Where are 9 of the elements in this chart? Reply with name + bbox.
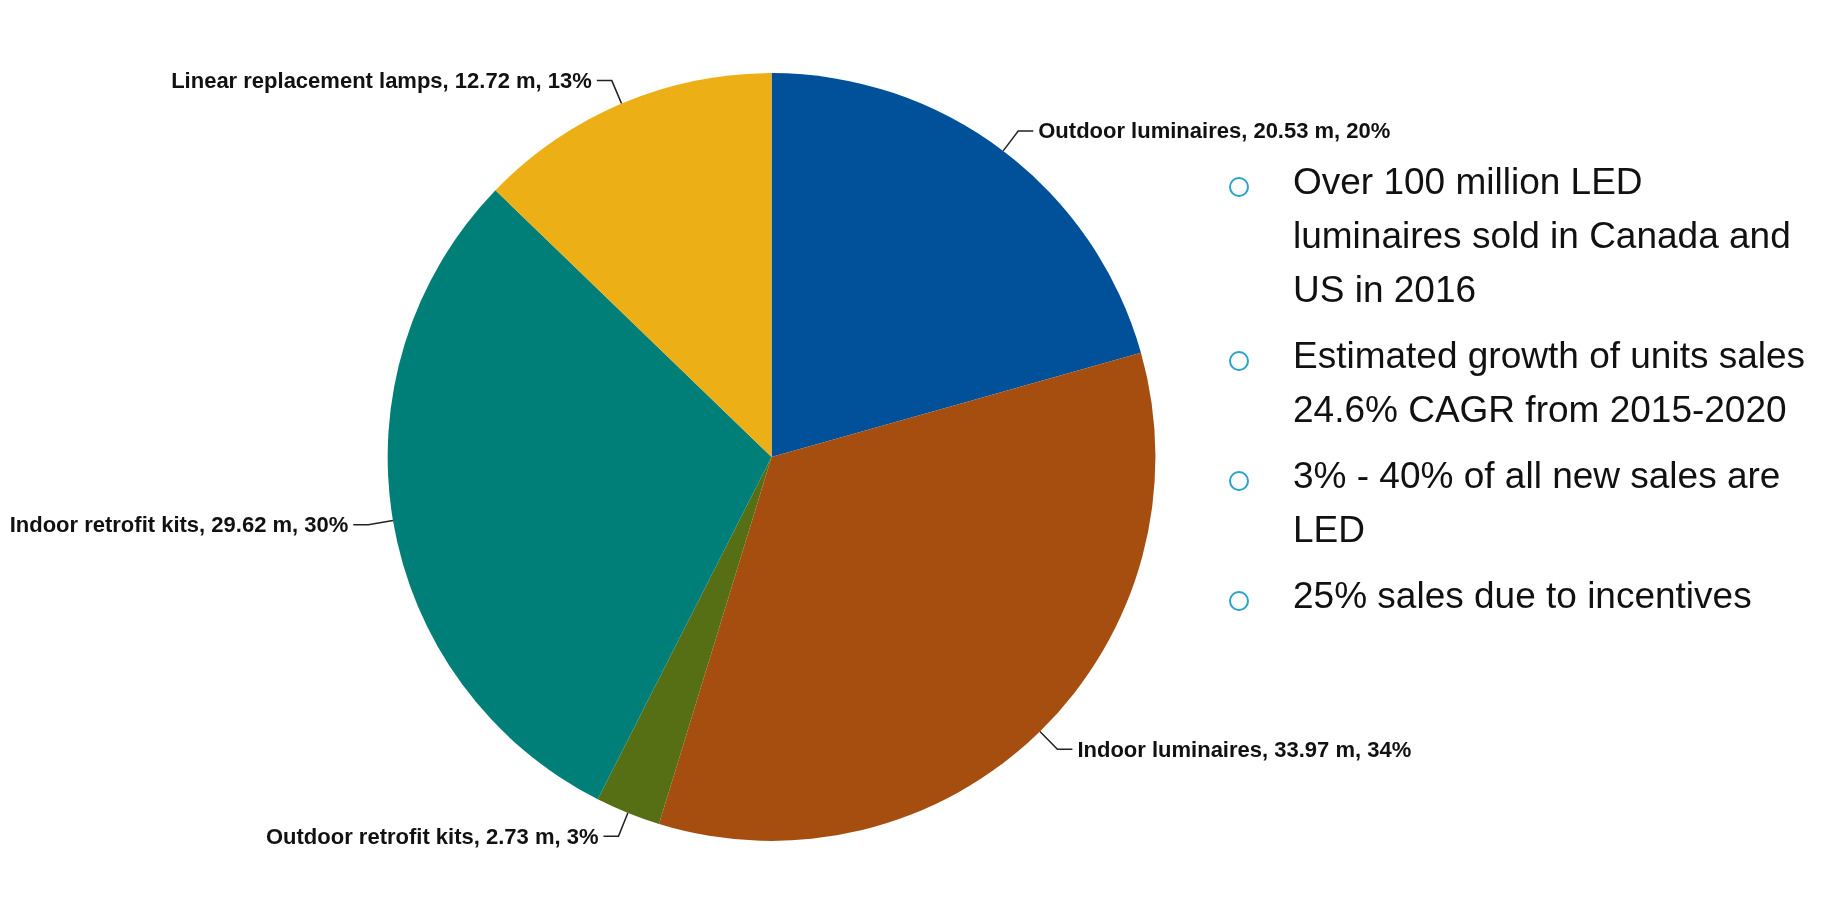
slice-label: Linear replacement lamps, 12.72 m, 13% [171,68,592,94]
slice-label: Outdoor luminaires, 20.53 m, 20% [1038,118,1391,144]
text: Estimated growth of units sales 24.6% CAGR from 2015-2020 [1293,335,1806,430]
slice-label: Indoor retrofit kits, 29.62 m, 30% [9,512,349,538]
text: 25% sales due to incentives [1293,575,1752,616]
text: Over 100 million LED luminaires sold in Canada and US in 2016 [1293,161,1791,310]
slice-label: Outdoor retrofit kits, 2.73 m, 3% [265,823,599,849]
text: 3% - 40% of all new sales are LED [1293,455,1781,550]
slice-label: Indoor luminaires, 33.97 m, 34% [1077,736,1412,762]
